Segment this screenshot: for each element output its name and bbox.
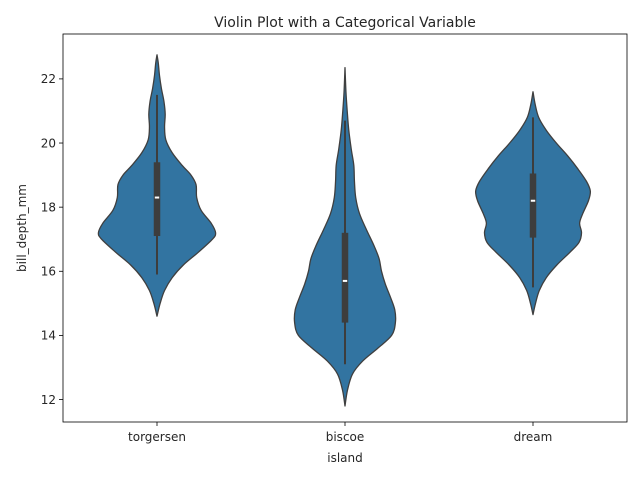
y-tick-label: 22 bbox=[41, 72, 56, 86]
x-tick-label: dream bbox=[514, 430, 553, 444]
y-axis-label: bill_depth_mm bbox=[15, 184, 29, 272]
y-tick-label: 12 bbox=[41, 393, 56, 407]
violin-iqr-box-torgersen bbox=[153, 162, 161, 237]
violin-iqr-box-biscoe bbox=[341, 232, 349, 323]
x-tick-label: torgersen bbox=[128, 430, 186, 444]
violin-biscoe bbox=[293, 67, 397, 407]
violin-iqr-box-dream bbox=[529, 173, 537, 238]
y-axis: 12 14 16 18 20 22 bbox=[41, 72, 63, 407]
violin-layer bbox=[97, 54, 592, 407]
x-axis: torgersen biscoe dream bbox=[128, 422, 552, 444]
y-tick-label: 14 bbox=[41, 329, 56, 343]
violin-dream bbox=[474, 91, 592, 316]
x-tick-label: biscoe bbox=[326, 430, 365, 444]
x-axis-label: island bbox=[327, 451, 363, 465]
y-tick-label: 20 bbox=[41, 136, 56, 150]
chart-title: Violin Plot with a Categorical Variable bbox=[214, 15, 476, 31]
y-tick-label: 18 bbox=[41, 200, 56, 214]
violin-torgersen bbox=[97, 54, 217, 317]
y-tick-label: 16 bbox=[41, 265, 56, 279]
